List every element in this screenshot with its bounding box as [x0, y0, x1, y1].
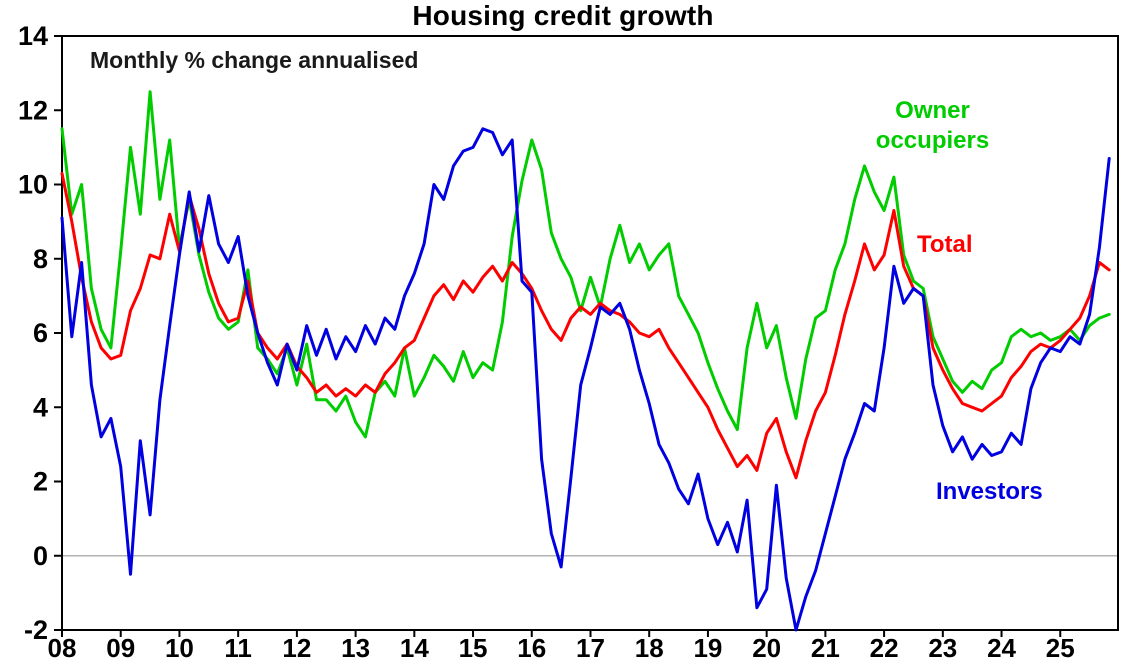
chart-title: Housing credit growth: [412, 0, 714, 31]
x-axis-label: 10: [165, 633, 194, 663]
y-axis-label: 6: [33, 318, 48, 348]
y-axis-label: 10: [18, 170, 48, 200]
y-axis-label: 14: [18, 21, 48, 51]
series-line-total: [60, 171, 1111, 480]
x-axis-label: 22: [870, 633, 899, 663]
x-axis-label: 19: [693, 633, 722, 663]
series-label-investors: Investors: [936, 478, 1043, 505]
y-axis-label: 4: [33, 392, 48, 422]
x-axis-label: 08: [48, 633, 77, 663]
x-axis-label: 23: [928, 633, 957, 663]
series-label-owner-occupiers-line1: Owner: [895, 97, 970, 124]
x-axis-label: 17: [576, 633, 605, 663]
x-axis-label: 09: [106, 633, 135, 663]
x-axis-label: 13: [341, 633, 370, 663]
x-axis-label: 11: [224, 633, 252, 663]
x-axis-label: 14: [400, 633, 429, 663]
series-line-investors: [60, 127, 1111, 632]
x-axis-label: 20: [752, 633, 781, 663]
x-axis-label: 18: [635, 633, 664, 663]
x-axis-label: 25: [1046, 633, 1075, 663]
x-axis-label: 21: [811, 633, 840, 663]
y-axis-label: 12: [18, 95, 48, 125]
x-axis-label: 12: [282, 633, 311, 663]
y-axis-label: 0: [33, 541, 48, 571]
y-axis-label: -2: [24, 615, 48, 645]
series-line-owner-occupiers: [60, 90, 1111, 439]
x-axis-label: 16: [517, 633, 546, 663]
y-axis-label: 8: [33, 244, 48, 274]
series-label-owner-occupiers: Owner occupiers: [845, 96, 1020, 156]
chart-subtitle: Monthly % change annualised: [90, 47, 419, 73]
series-label-owner-occupiers-line2: occupiers: [875, 127, 990, 154]
y-axis-label: 2: [33, 467, 48, 497]
series-label-total: Total: [917, 231, 973, 258]
x-axis-label: 15: [459, 633, 488, 663]
x-axis-label: 24: [987, 633, 1016, 663]
